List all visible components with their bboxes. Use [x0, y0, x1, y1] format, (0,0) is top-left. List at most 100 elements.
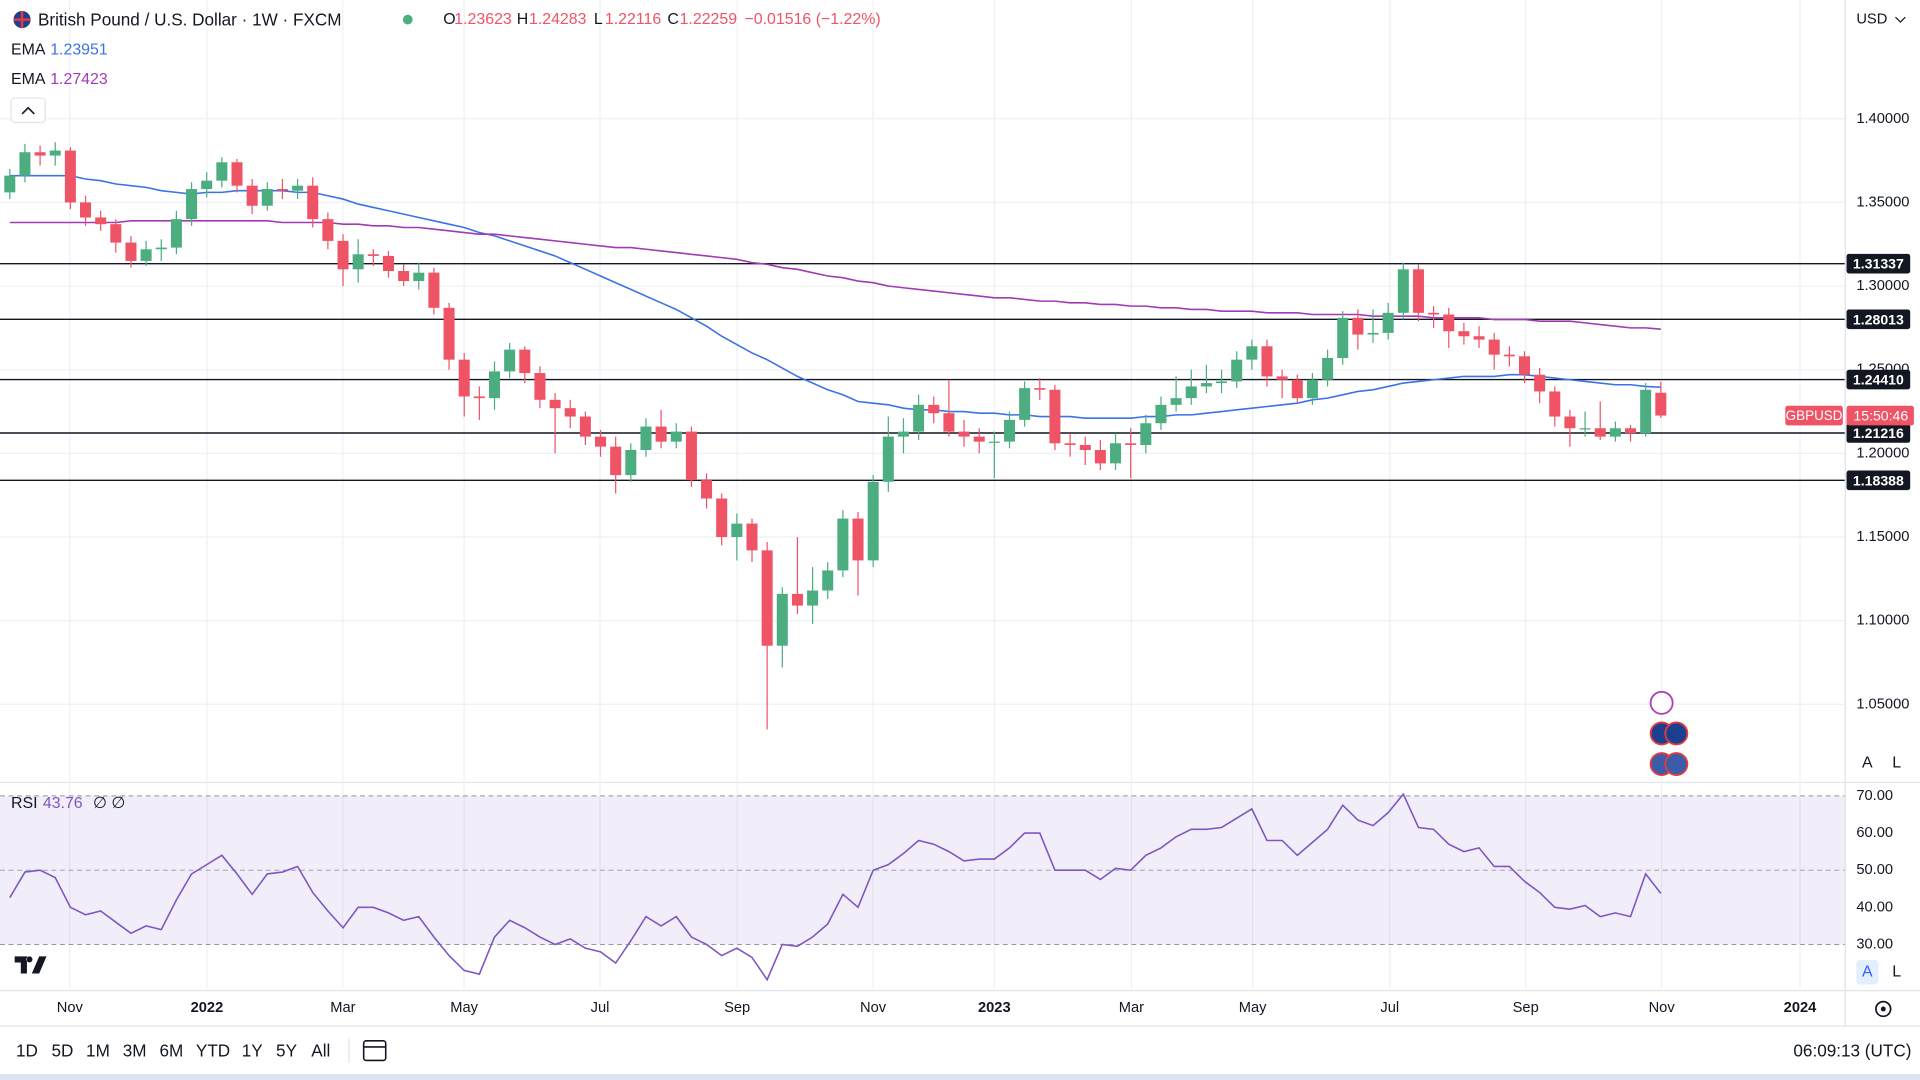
candle-body [488, 371, 501, 399]
range-button[interactable]: 1Y [242, 1041, 264, 1061]
candle-body [519, 349, 531, 374]
ohlc-value: 1.22259 [680, 11, 738, 28]
indicator-value: 1.23951 [50, 42, 108, 59]
rsi-line [9, 792, 1662, 982]
candle-body [716, 498, 728, 537]
currency[interactable]: USD [1856, 12, 1887, 28]
y-tick-label: 40.00 [1856, 899, 1893, 915]
range-button[interactable]: 6M [160, 1041, 184, 1061]
level-label-box [1846, 423, 1911, 443]
event-icon[interactable] [1664, 752, 1689, 777]
candle-body [1655, 392, 1667, 416]
candle-body [897, 431, 909, 437]
range-button[interactable]: 5D [51, 1041, 73, 1061]
y-tick-label: 1.25000 [1856, 362, 1909, 378]
candle-body [534, 373, 546, 400]
y-tick-label: 1.30000 [1856, 278, 1909, 294]
level-label-box [1846, 369, 1911, 390]
log-scale-button[interactable]: L [1892, 754, 1901, 771]
candle-body [958, 431, 970, 437]
candle-body [1306, 379, 1318, 399]
auto-scale-button[interactable]: A [1862, 964, 1873, 981]
candle-body [413, 272, 425, 282]
candle-body [1518, 356, 1530, 375]
ema-line [9, 174, 1661, 420]
rsi-value: 43.76 [43, 795, 83, 812]
candle-body [1140, 423, 1152, 445]
event-icon[interactable] [1649, 690, 1674, 715]
range-button[interactable]: YTD [196, 1041, 230, 1061]
range-button[interactable]: All [311, 1041, 330, 1061]
ohlc-letter: L [594, 11, 603, 28]
x-tick-label: May [450, 1000, 478, 1016]
candle-body [1231, 359, 1243, 382]
candle-body [246, 185, 258, 206]
candle-body [988, 441, 1000, 443]
date-range-button[interactable] [362, 1040, 387, 1062]
log-scale-button[interactable]: L [1892, 964, 1901, 981]
toolbar: 06:09:13 (UTC) 1D 5D 1M 3M 6M YTD 1Y 5Y All [16, 1038, 1911, 1063]
candle-body [110, 224, 122, 243]
x-tick-label: Sep [1513, 1000, 1539, 1016]
y-tick-label: 60.00 [1856, 825, 1893, 841]
plot-layer: 1.31337 1.28013 1.24410 1.21216 1.18388 GBPUS… [0, 142, 1914, 982]
candle-body [1170, 398, 1182, 405]
currency-caret [1895, 16, 1906, 23]
range-button[interactable]: 3M [123, 1041, 147, 1061]
candle-body [170, 219, 182, 248]
candle-body [1625, 428, 1637, 434]
candle-body [564, 408, 576, 417]
y-tick-label: 1.35000 [1856, 194, 1909, 210]
range-button[interactable]: 1M [86, 1041, 110, 1061]
settings-icon[interactable] [1875, 1000, 1892, 1018]
y-tick-label: 1.05000 [1856, 696, 1909, 712]
x-tick-label: 2022 [191, 1000, 224, 1016]
candle-body [1049, 389, 1061, 444]
logo [14, 956, 47, 974]
candle-body [125, 242, 137, 261]
level-label: 1.31337 [1853, 256, 1904, 272]
candle-body [822, 570, 834, 591]
candle-body [579, 416, 591, 437]
candle-body [1579, 428, 1591, 430]
collapse-button[interactable] [10, 97, 46, 124]
candle-body [670, 431, 682, 442]
candle-body [731, 523, 743, 537]
ohlc-letter: C [667, 11, 679, 28]
indicator-value: 1.27423 [50, 71, 108, 88]
candle-body [928, 404, 940, 414]
candle-body [837, 518, 849, 571]
candle-body [1473, 336, 1485, 340]
event-icons [1649, 690, 1689, 777]
candle-body [1337, 317, 1349, 358]
auto-scale-button[interactable]: A [1862, 754, 1873, 771]
indicator-name: EMA [11, 71, 46, 88]
x-tick-label: Nov [1649, 1000, 1676, 1016]
candle-body [1412, 269, 1424, 313]
ohlc-value: 1.22116 [605, 11, 661, 28]
candle-body [746, 523, 758, 551]
candle-body [1034, 388, 1046, 390]
range-button[interactable]: 5Y [276, 1041, 298, 1061]
candle-body [49, 150, 61, 156]
level-label-box [1846, 253, 1911, 274]
rsi-params: ∅ ∅ [93, 795, 125, 812]
ohlc-letter: O [443, 11, 455, 28]
level-label: 1.24410 [1853, 372, 1904, 388]
candle-body [1534, 374, 1546, 392]
range-button[interactable]: 1D [16, 1041, 38, 1061]
flag-icon-cross [13, 11, 31, 29]
market-status [402, 14, 413, 25]
candle-body [1609, 428, 1621, 437]
y-tick-label: 1.20000 [1856, 445, 1909, 461]
level-label-box [1846, 309, 1911, 330]
event-icon[interactable] [1664, 721, 1689, 746]
candle-body [776, 593, 788, 646]
candle-body [1003, 419, 1016, 442]
level-label: 1.28013 [1853, 311, 1904, 327]
rsi-name: RSI [11, 795, 38, 812]
candle-body [1640, 389, 1652, 434]
candle-body [913, 404, 925, 432]
candle-body [867, 481, 879, 561]
